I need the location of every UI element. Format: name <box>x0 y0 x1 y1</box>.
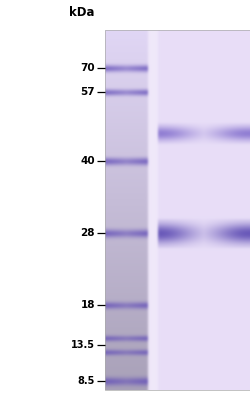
Text: 40: 40 <box>80 156 95 166</box>
Text: 70: 70 <box>80 63 95 73</box>
Text: 57: 57 <box>80 87 95 97</box>
Text: 8.5: 8.5 <box>78 376 95 386</box>
Text: kDa: kDa <box>70 6 95 18</box>
Text: 28: 28 <box>80 228 95 238</box>
Text: 13.5: 13.5 <box>71 340 95 350</box>
Text: 18: 18 <box>80 300 95 310</box>
Bar <box>105 30 250 390</box>
